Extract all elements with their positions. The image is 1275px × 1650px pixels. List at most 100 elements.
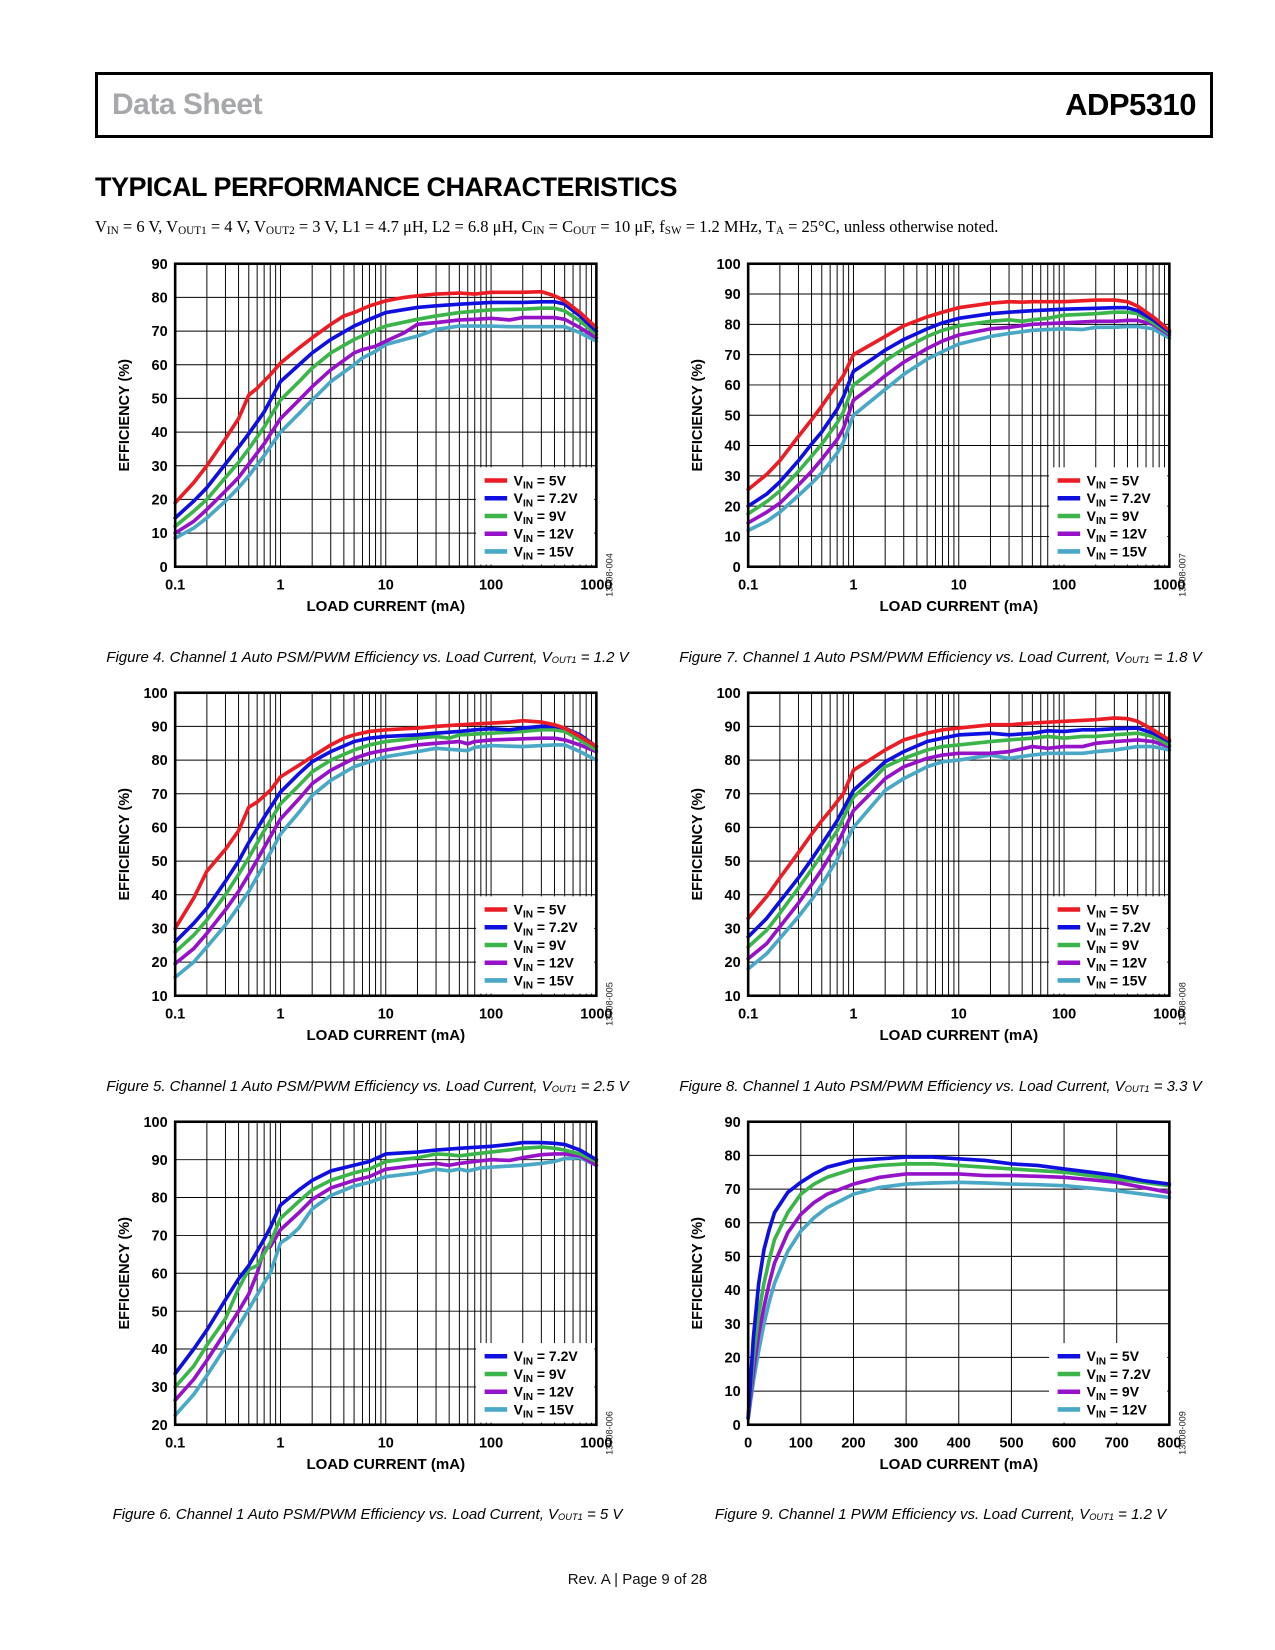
svg-text:0.1: 0.1 [165, 1006, 185, 1022]
svg-text:1: 1 [276, 1006, 284, 1022]
svg-text:80: 80 [725, 318, 741, 334]
figure-5-caption: Figure 5. Channel 1 Auto PSM/PWM Efficie… [106, 1077, 629, 1095]
svg-text:30: 30 [152, 459, 168, 475]
svg-text:VIN = 15V: VIN = 15V [1087, 543, 1148, 562]
svg-text:LOAD CURRENT (mA): LOAD CURRENT (mA) [879, 1027, 1038, 1044]
svg-text:70: 70 [152, 787, 168, 803]
svg-text:500: 500 [999, 1435, 1023, 1451]
svg-text:VIN = 5V: VIN = 5V [1087, 472, 1140, 491]
svg-text:10: 10 [378, 1435, 394, 1451]
svg-text:100: 100 [716, 257, 740, 273]
svg-text:LOAD CURRENT (mA): LOAD CURRENT (mA) [306, 598, 465, 615]
svg-text:10: 10 [378, 577, 394, 593]
svg-text:70: 70 [725, 348, 741, 364]
svg-text:1: 1 [849, 1006, 857, 1022]
svg-text:60: 60 [152, 1266, 168, 1282]
svg-text:100: 100 [479, 577, 503, 593]
svg-text:60: 60 [152, 820, 168, 836]
svg-text:EFFICIENCY (%): EFFICIENCY (%) [690, 788, 706, 901]
svg-text:13008-005: 13008-005 [604, 982, 614, 1026]
svg-text:VIN = 12V: VIN = 12V [1087, 1401, 1148, 1420]
svg-text:50: 50 [152, 392, 168, 408]
svg-text:VIN = 7.2V: VIN = 7.2V [514, 919, 579, 938]
svg-text:1000: 1000 [1153, 1006, 1185, 1022]
svg-text:VIN = 5V: VIN = 5V [514, 901, 567, 920]
svg-text:1000: 1000 [580, 577, 612, 593]
svg-text:90: 90 [725, 1114, 741, 1130]
figure-6-plot: VIN = 7.2V VIN = 9V VIN = 12V VIN = 15V 20 30… [115, 1111, 620, 1483]
figure-8: VIN = 5V VIN = 7.2V VIN = 9V VIN = 12V VIN =… [668, 682, 1213, 1095]
figure-4-plot: VIN = 5V VIN = 7.2V VIN = 9V VIN = 12V VIN =… [115, 253, 620, 625]
svg-text:20: 20 [725, 499, 741, 515]
svg-text:90: 90 [152, 1152, 168, 1168]
svg-text:EFFICIENCY (%): EFFICIENCY (%) [690, 1216, 706, 1329]
figure-9-plot: VIN = 5V VIN = 7.2V VIN = 9V VIN = 12V 0 10 20… [688, 1111, 1193, 1483]
svg-text:0: 0 [160, 560, 168, 576]
figure-6: VIN = 7.2V VIN = 9V VIN = 12V VIN = 15V 20 30… [95, 1111, 640, 1523]
svg-text:VIN = 5V: VIN = 5V [1087, 1348, 1140, 1367]
svg-text:10: 10 [152, 526, 168, 542]
svg-text:90: 90 [725, 287, 741, 303]
test-conditions: VIN = 6 V, VOUT1 = 4 V, VOUT2 = 3 V, L1 … [95, 217, 999, 238]
figure-5-plot: VIN = 5V VIN = 7.2V VIN = 9V VIN = 12V VIN =… [115, 682, 620, 1054]
figure-8-plot: VIN = 5V VIN = 7.2V VIN = 9V VIN = 12V VIN =… [688, 682, 1193, 1054]
svg-text:100: 100 [143, 686, 167, 702]
svg-text:LOAD CURRENT (mA): LOAD CURRENT (mA) [879, 598, 1038, 615]
svg-text:40: 40 [152, 888, 168, 904]
svg-text:300: 300 [894, 1435, 918, 1451]
svg-text:20: 20 [725, 955, 741, 971]
svg-text:40: 40 [725, 439, 741, 455]
svg-text:0.1: 0.1 [165, 1435, 185, 1451]
svg-text:0: 0 [744, 1435, 752, 1451]
svg-text:40: 40 [725, 1283, 741, 1299]
svg-text:VIN = 12V: VIN = 12V [1087, 526, 1148, 545]
svg-text:30: 30 [152, 921, 168, 937]
svg-text:80: 80 [725, 1148, 741, 1164]
svg-text:60: 60 [725, 1215, 741, 1231]
figure-4: VIN = 5V VIN = 7.2V VIN = 9V VIN = 12V VIN =… [95, 253, 640, 666]
svg-text:VIN = 7.2V: VIN = 7.2V [1087, 490, 1152, 509]
svg-text:800: 800 [1157, 1435, 1181, 1451]
svg-text:0.1: 0.1 [738, 577, 758, 593]
svg-text:VIN = 5V: VIN = 5V [514, 472, 567, 491]
svg-text:400: 400 [947, 1435, 971, 1451]
svg-text:90: 90 [152, 719, 168, 735]
svg-text:90: 90 [725, 719, 741, 735]
svg-text:10: 10 [725, 1384, 741, 1400]
section-title: TYPICAL PERFORMANCE CHARACTERISTICS [95, 172, 678, 202]
page-footer: Rev. A | Page 9 of 28 [567, 1571, 708, 1588]
svg-text:VIN = 12V: VIN = 12V [514, 526, 575, 545]
svg-text:20: 20 [152, 1417, 168, 1433]
svg-text:VIN = 15V: VIN = 15V [514, 972, 575, 991]
svg-text:VIN = 15V: VIN = 15V [1087, 972, 1148, 991]
svg-text:EFFICIENCY (%): EFFICIENCY (%) [117, 1216, 133, 1329]
part-number: ADP5310 [1065, 87, 1196, 122]
svg-text:80: 80 [725, 753, 741, 769]
svg-text:0: 0 [733, 1417, 741, 1433]
svg-text:0.1: 0.1 [165, 577, 185, 593]
svg-text:30: 30 [725, 469, 741, 485]
svg-text:600: 600 [1052, 1435, 1076, 1451]
svg-text:30: 30 [725, 921, 741, 937]
svg-text:13008-008: 13008-008 [1177, 982, 1187, 1026]
svg-text:VIN = 9V: VIN = 9V [514, 508, 567, 527]
charts-grid: VIN = 5V VIN = 7.2V VIN = 9V VIN = 12V VIN =… [95, 253, 1213, 1523]
svg-text:EFFICIENCY (%): EFFICIENCY (%) [690, 359, 706, 472]
svg-text:VIN = 12V: VIN = 12V [514, 1383, 575, 1402]
doc-type-label: Data Sheet [112, 88, 263, 121]
svg-text:10: 10 [725, 530, 741, 546]
svg-text:10: 10 [725, 989, 741, 1005]
svg-text:10: 10 [152, 989, 168, 1005]
svg-text:10: 10 [951, 577, 967, 593]
svg-text:20: 20 [152, 493, 168, 509]
svg-text:VIN = 9V: VIN = 9V [1087, 1383, 1140, 1402]
svg-text:VIN = 7.2V: VIN = 7.2V [514, 490, 579, 509]
svg-text:10: 10 [378, 1006, 394, 1022]
svg-text:VIN = 5V: VIN = 5V [1087, 901, 1140, 920]
svg-text:VIN = 7.2V: VIN = 7.2V [514, 1348, 579, 1367]
